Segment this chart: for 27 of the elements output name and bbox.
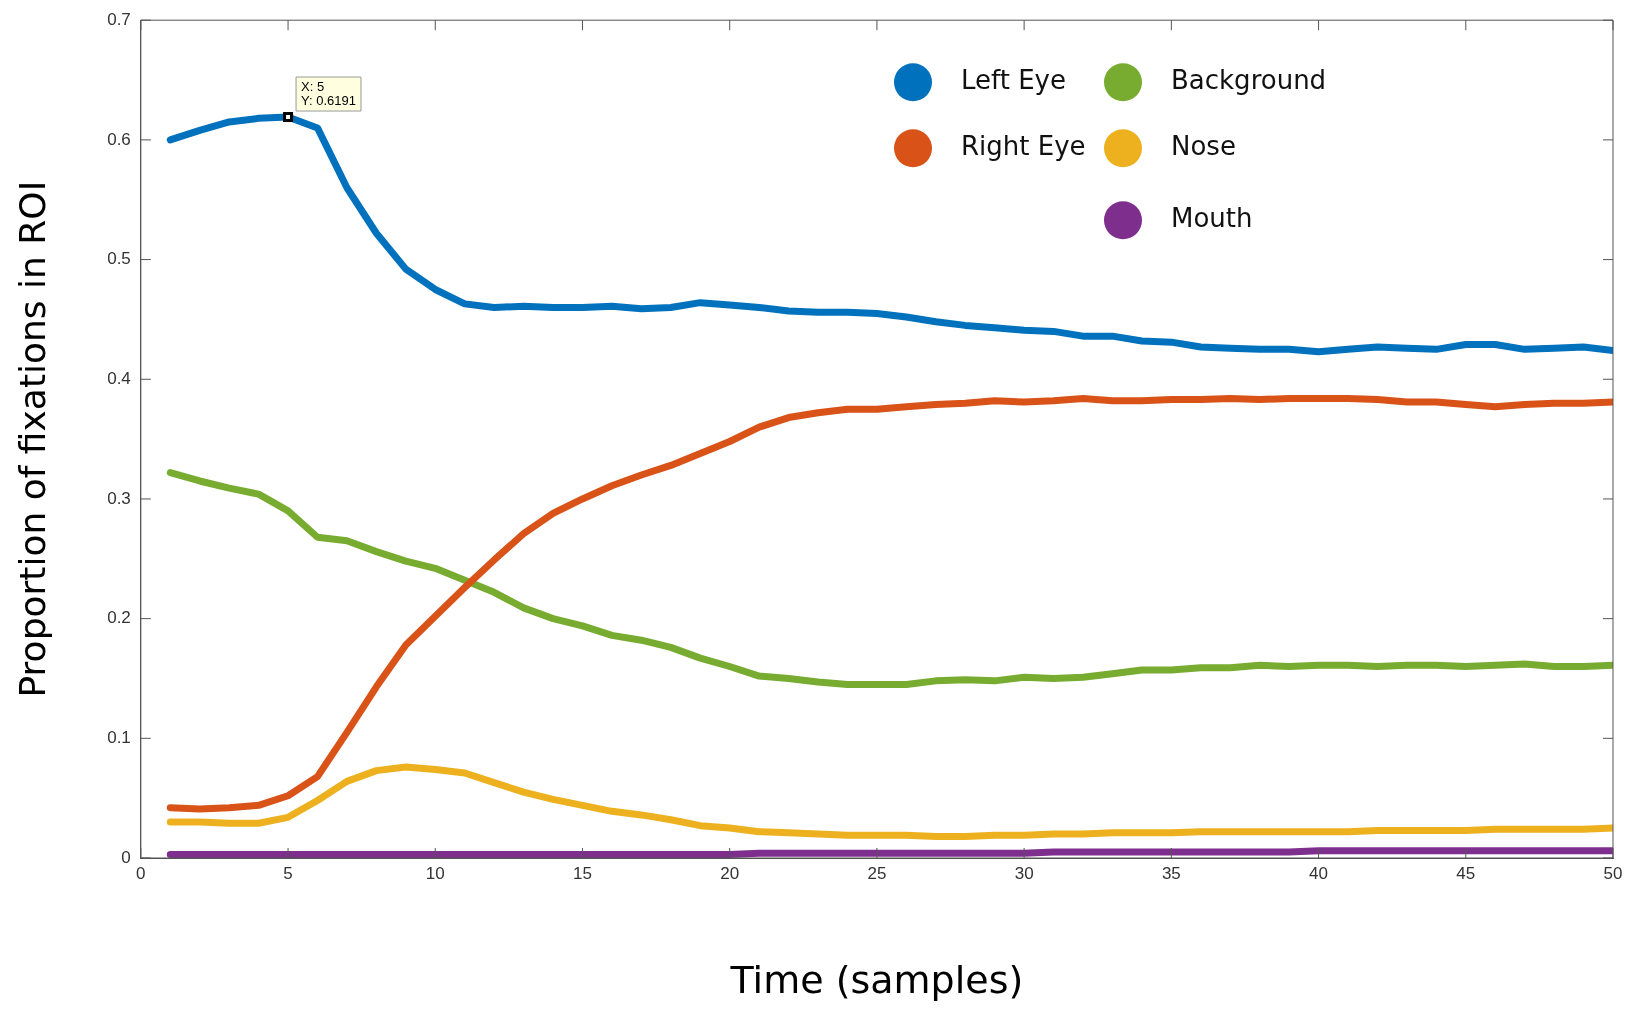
x-tick-label: 40 xyxy=(1309,863,1329,883)
x-tick-label: 10 xyxy=(425,863,445,883)
x-tick-label: 0 xyxy=(136,863,146,883)
y-tick-label: 0.3 xyxy=(107,488,131,508)
y-tick-label: 0 xyxy=(121,847,131,867)
legend-label: Background xyxy=(1171,64,1327,95)
legend-label: Left Eye xyxy=(961,64,1066,95)
x-tick-label: 35 xyxy=(1161,863,1181,883)
legend-label: Nose xyxy=(1171,130,1236,161)
x-tick-label: 15 xyxy=(573,863,592,883)
annotation: X: 5 Y: 0.6191 xyxy=(301,79,356,109)
legend-label: Mouth xyxy=(1171,202,1253,233)
y-tick-label: 0.1 xyxy=(107,728,131,747)
y-axis-title: Proportion of fixations in ROI xyxy=(11,180,53,698)
y-tick-label: 0.2 xyxy=(107,608,131,628)
y-tick-label: 0.5 xyxy=(107,249,131,269)
x-tick-label: 50 xyxy=(1603,863,1623,883)
legend-label: Right Eye xyxy=(961,130,1086,161)
x-tick-label: 25 xyxy=(867,863,887,883)
x-tick-label: 5 xyxy=(283,863,293,883)
x-tick-label: 20 xyxy=(720,863,740,883)
y-tick-label: 0.4 xyxy=(107,368,131,388)
x-axis-title: Time (samples) xyxy=(729,958,1024,1003)
y-tick-label: 0.6 xyxy=(107,129,131,149)
y-tick-label: 0.7 xyxy=(107,9,131,29)
x-tick-label: 45 xyxy=(1456,863,1476,883)
x-tick-label: 30 xyxy=(1014,863,1034,883)
